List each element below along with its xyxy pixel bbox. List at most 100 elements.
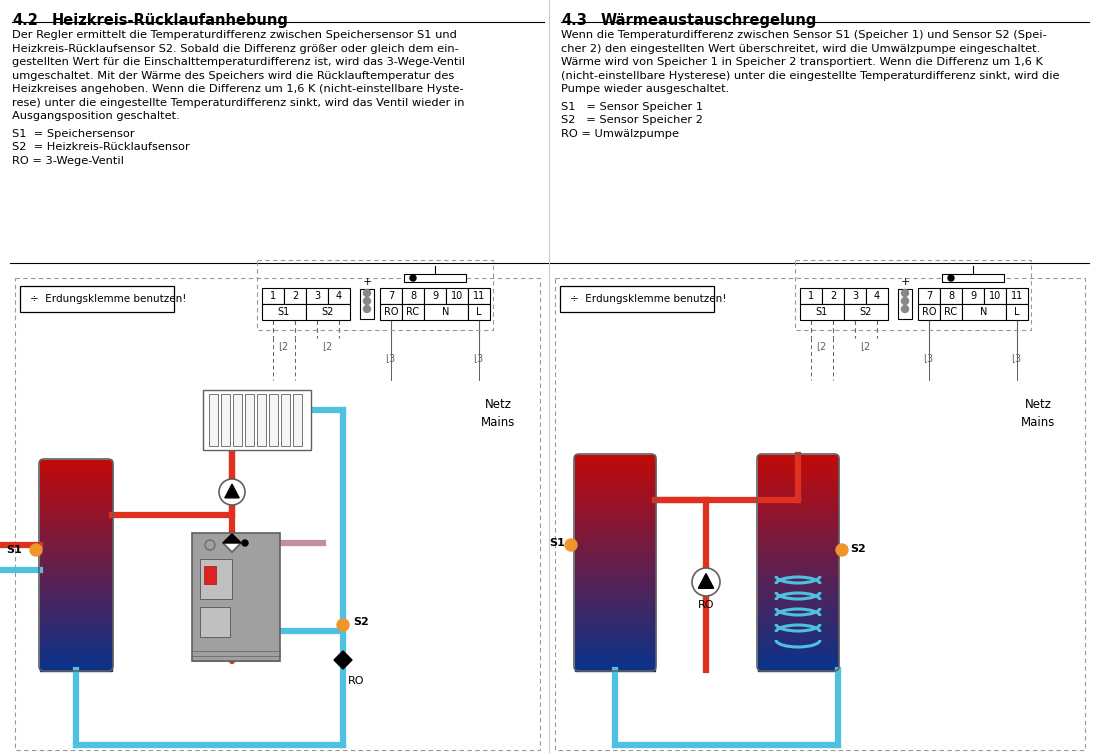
Bar <box>404 274 466 282</box>
Bar <box>1006 288 1028 304</box>
Text: $\lfloor$3: $\lfloor$3 <box>923 352 934 364</box>
Bar <box>758 514 839 520</box>
Circle shape <box>901 306 909 312</box>
Bar <box>575 455 655 461</box>
Bar <box>575 552 655 558</box>
Bar <box>424 288 446 304</box>
Circle shape <box>242 540 248 546</box>
Bar <box>575 638 655 644</box>
Bar <box>380 288 402 304</box>
Bar <box>40 549 112 555</box>
Circle shape <box>337 619 349 631</box>
Bar <box>575 568 655 574</box>
Text: cher 2) den eingestellten Wert überschreitet, wird die Umwälzpumpe eingeschaltet: cher 2) den eingestellten Wert überschre… <box>560 44 1041 53</box>
Text: $\lfloor$3: $\lfloor$3 <box>474 352 485 364</box>
Bar <box>575 530 655 536</box>
Bar <box>446 288 468 304</box>
Text: RO = 3-Wege-Ventil: RO = 3-Wege-Ventil <box>12 156 124 166</box>
Text: $\lfloor$2: $\lfloor$2 <box>278 340 289 352</box>
Bar <box>40 633 112 639</box>
Text: S1: S1 <box>550 538 565 548</box>
Text: 4: 4 <box>336 291 342 301</box>
Bar <box>758 659 839 665</box>
Bar <box>40 654 112 660</box>
Text: 9: 9 <box>432 291 439 301</box>
Text: 10: 10 <box>989 291 1001 301</box>
Bar <box>758 616 839 622</box>
Polygon shape <box>698 574 713 588</box>
Bar <box>758 562 839 569</box>
Bar <box>40 607 112 613</box>
Bar <box>758 477 839 483</box>
Bar <box>758 605 839 611</box>
Bar <box>306 304 349 320</box>
Bar <box>758 568 839 574</box>
Text: S1  = Speichersensor: S1 = Speichersensor <box>12 129 134 139</box>
Bar <box>281 394 290 446</box>
Bar <box>758 471 839 477</box>
Text: S1: S1 <box>7 545 22 555</box>
Bar <box>262 304 306 320</box>
Text: S2   = Sensor Speicher 2: S2 = Sensor Speicher 2 <box>560 115 703 125</box>
Bar <box>40 476 112 481</box>
Circle shape <box>364 289 370 297</box>
Bar <box>940 288 962 304</box>
Bar <box>962 304 1006 320</box>
Bar <box>402 304 424 320</box>
Text: 1: 1 <box>270 291 276 301</box>
Bar <box>40 639 112 645</box>
Bar <box>575 590 655 596</box>
Bar <box>575 627 655 633</box>
Bar <box>40 471 112 476</box>
Text: S1: S1 <box>278 307 290 317</box>
Circle shape <box>364 306 370 312</box>
Bar <box>40 523 112 529</box>
Text: ÷  Erdungsklemme benutzen!: ÷ Erdungsklemme benutzen! <box>570 294 726 304</box>
Bar <box>575 573 655 579</box>
Bar <box>758 573 839 579</box>
Text: +: + <box>363 277 371 287</box>
Circle shape <box>948 275 954 281</box>
Bar <box>575 547 655 552</box>
Bar <box>758 665 839 670</box>
Bar <box>758 600 839 606</box>
Bar <box>758 530 839 536</box>
Text: $\lfloor$3: $\lfloor$3 <box>1011 352 1022 364</box>
Bar <box>844 304 888 320</box>
Bar <box>40 665 112 670</box>
Text: $\lfloor$2: $\lfloor$2 <box>322 340 333 352</box>
Bar <box>575 460 655 466</box>
Circle shape <box>836 544 848 556</box>
Bar <box>40 660 112 665</box>
Bar <box>758 578 839 584</box>
Bar <box>40 465 112 471</box>
Circle shape <box>364 297 370 304</box>
Bar <box>40 612 112 618</box>
FancyBboxPatch shape <box>203 390 311 450</box>
Bar <box>40 617 112 623</box>
Bar <box>940 304 962 320</box>
Bar <box>221 394 230 446</box>
Text: 10: 10 <box>451 291 463 301</box>
Bar <box>758 547 839 552</box>
Bar <box>40 508 112 513</box>
Bar <box>575 654 655 660</box>
Bar <box>40 565 112 571</box>
Text: N: N <box>980 307 988 317</box>
Text: Der Regler ermittelt die Temperaturdifferenz zwischen Speichersensor S1 und: Der Regler ermittelt die Temperaturdiffe… <box>12 30 457 40</box>
Text: 11: 11 <box>1011 291 1023 301</box>
Bar <box>575 498 655 504</box>
Bar <box>40 481 112 486</box>
Bar <box>40 554 112 560</box>
Bar <box>984 288 1006 304</box>
Bar <box>40 529 112 534</box>
Bar <box>40 570 112 576</box>
Bar <box>758 492 839 498</box>
Bar <box>269 394 278 446</box>
Bar <box>758 648 839 654</box>
Bar <box>758 611 839 617</box>
Bar <box>898 289 912 319</box>
Bar <box>40 575 112 581</box>
Text: S2: S2 <box>322 307 334 317</box>
Bar <box>40 533 112 539</box>
